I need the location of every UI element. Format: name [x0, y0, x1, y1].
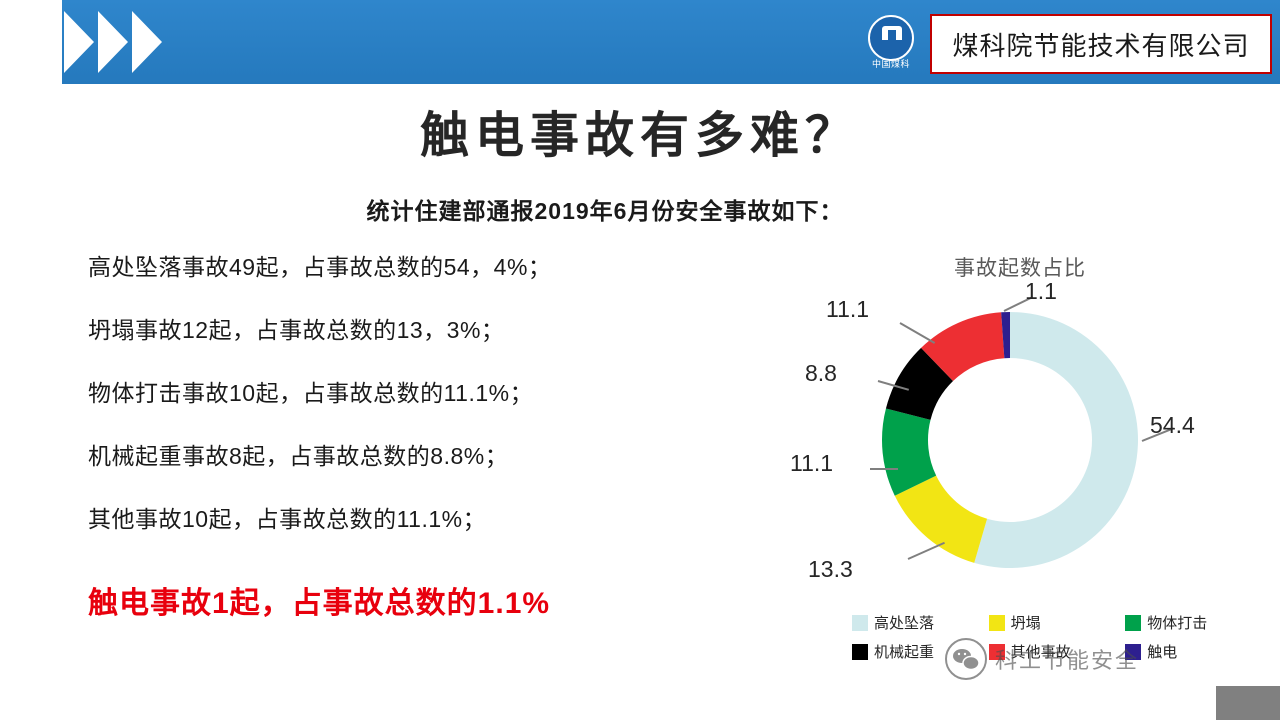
legend-item: 触电	[1125, 641, 1262, 662]
legend-label: 坍塌	[1010, 615, 1041, 632]
donut-slice-3	[885, 347, 954, 420]
legend-swatch-icon	[988, 643, 1005, 660]
legend-item: 其他事故	[988, 641, 1126, 662]
legend-label: 其他事故	[1010, 644, 1071, 661]
legend-label: 物体打击	[1147, 615, 1208, 632]
data-label-gaochuzhuiluo: 54.4	[1150, 412, 1195, 438]
page-title: 触电事故有多难？	[419, 109, 860, 163]
chart-title: 事故起数占比	[954, 257, 1086, 280]
legend-swatch-icon	[988, 614, 1005, 631]
data-label-jixieqizhong: 8.8	[805, 360, 837, 386]
watermark-text: 科工节能安全	[995, 648, 1140, 673]
chevron-decoration	[58, 0, 188, 84]
donut-graphic	[870, 300, 1150, 580]
page-header: 中国煤科 煤科院节能技术有限公司	[0, 0, 1280, 84]
logo-caption: 中国煤科	[871, 59, 910, 69]
chevron-right-icon	[132, 11, 162, 73]
donut-svg	[882, 312, 1138, 568]
legend-item: 坍塌	[988, 612, 1126, 633]
company-name-box: 煤科院节能技术有限公司	[930, 14, 1272, 74]
legend-label: 高处坠落	[874, 615, 935, 632]
highlight-statement: 触电事故1起，占事故总数的1.1%	[88, 587, 551, 620]
header-left-white-block	[0, 0, 62, 84]
data-label-qita: 11.1	[826, 296, 870, 322]
chart-legend: 高处坠落 坍塌 物体打击 机械起重 其他事故 触电	[852, 612, 1262, 670]
chevron-right-icon	[98, 11, 128, 73]
list-item: 高处坠落事故49起，占事故总数的54，4%；	[88, 254, 552, 280]
donut-chart: 事故起数占比 54.4 13.3 11.1 8.8 11.1 1.1	[790, 240, 1250, 670]
legend-swatch-icon	[852, 614, 868, 631]
list-item: 坍塌事故12起，占事故总数的13，3%；	[88, 317, 505, 343]
legend-label: 触电	[1147, 644, 1178, 661]
legend-item: 物体打击	[1125, 612, 1262, 633]
data-label-chudian: 1.1	[1025, 278, 1057, 304]
logo-mark-icon	[868, 15, 914, 61]
donut-slice-5	[1001, 312, 1010, 359]
accident-list: 高处坠落事故49起，占事故总数的54，4%； 坍塌事故12起，占事故总数的13，…	[88, 248, 788, 563]
list-item: 机械起重事故8起，占事故总数的8.8%；	[88, 443, 509, 469]
donut-slice-2	[882, 408, 937, 496]
legend-swatch-icon	[1125, 643, 1142, 660]
donut-slice-4	[921, 312, 1005, 382]
wechat-icon	[945, 638, 987, 680]
logo-glyph-icon	[882, 26, 902, 40]
data-label-wutidaji: 11.1	[790, 450, 834, 476]
legend-item: 机械起重	[852, 641, 989, 662]
subtitle: 统计住建部通报2019年6月份安全事故如下：	[366, 198, 844, 224]
legend-swatch-icon	[1125, 614, 1142, 631]
legend-swatch-icon	[852, 643, 868, 660]
company-logo: 中国煤科	[862, 13, 920, 71]
chevron-right-icon	[64, 11, 94, 73]
list-item: 其他事故10起，占事故总数的11.1%；	[88, 506, 487, 532]
legend-label: 机械起重	[874, 644, 935, 661]
company-name-text: 煤科院节能技术有限公司	[952, 30, 1250, 61]
list-item: 物体打击事故10起，占事故总数的11.1%；	[88, 380, 534, 406]
leader-line	[870, 468, 898, 470]
watermark: 科工节能安全	[945, 638, 1139, 680]
donut-slice-0	[974, 312, 1138, 568]
data-label-tanta: 13.3	[808, 556, 853, 582]
donut-slice-1	[894, 475, 988, 563]
corner-block	[1216, 686, 1280, 720]
legend-item: 高处坠落	[852, 612, 989, 633]
